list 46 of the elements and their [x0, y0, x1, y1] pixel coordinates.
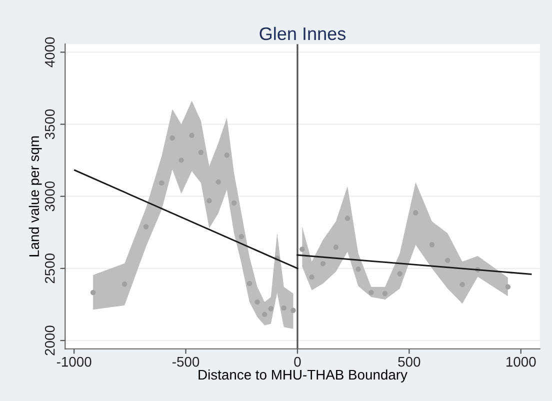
y-tick-label: 2500 — [44, 254, 55, 284]
x-tick-label: -1000 — [56, 356, 92, 367]
y-tick-label: 3000 — [44, 181, 55, 212]
point — [268, 306, 274, 312]
point — [397, 271, 402, 276]
point — [281, 305, 286, 311]
point — [189, 132, 194, 138]
point — [429, 242, 435, 248]
point — [333, 244, 338, 250]
point — [262, 312, 268, 318]
point — [309, 274, 314, 280]
point — [90, 290, 96, 296]
point — [254, 299, 260, 305]
point — [198, 150, 204, 155]
point — [356, 266, 361, 272]
point — [206, 198, 212, 204]
point — [290, 308, 296, 313]
point — [143, 224, 149, 230]
point — [231, 200, 237, 206]
x-tick-label: 0 — [294, 356, 301, 367]
point — [246, 280, 252, 286]
point — [382, 290, 388, 296]
point — [505, 284, 511, 290]
y-tick-label: 3500 — [44, 109, 55, 140]
point — [300, 246, 305, 252]
chart-title: Glen Innes — [260, 26, 346, 40]
point — [159, 180, 164, 186]
point — [216, 179, 221, 185]
point — [224, 152, 230, 158]
point — [413, 210, 418, 216]
point — [444, 258, 450, 263]
x-tick-label: 1000 — [506, 356, 536, 367]
x-tick-label: -500 — [172, 356, 200, 367]
point — [320, 261, 326, 266]
point — [460, 282, 465, 288]
x-tick-label: 500 — [398, 356, 420, 367]
point — [178, 158, 184, 163]
point — [368, 290, 374, 296]
point — [344, 216, 350, 221]
y-tick-label: 2000 — [44, 326, 55, 356]
point — [122, 282, 128, 287]
x-axis-title: Distance to MHU-THAB Boundary — [198, 369, 408, 382]
y-tick-label: 4000 — [44, 37, 55, 68]
point — [238, 234, 244, 240]
y-axis-title: Land value per sqm — [28, 136, 42, 256]
point — [170, 135, 175, 141]
